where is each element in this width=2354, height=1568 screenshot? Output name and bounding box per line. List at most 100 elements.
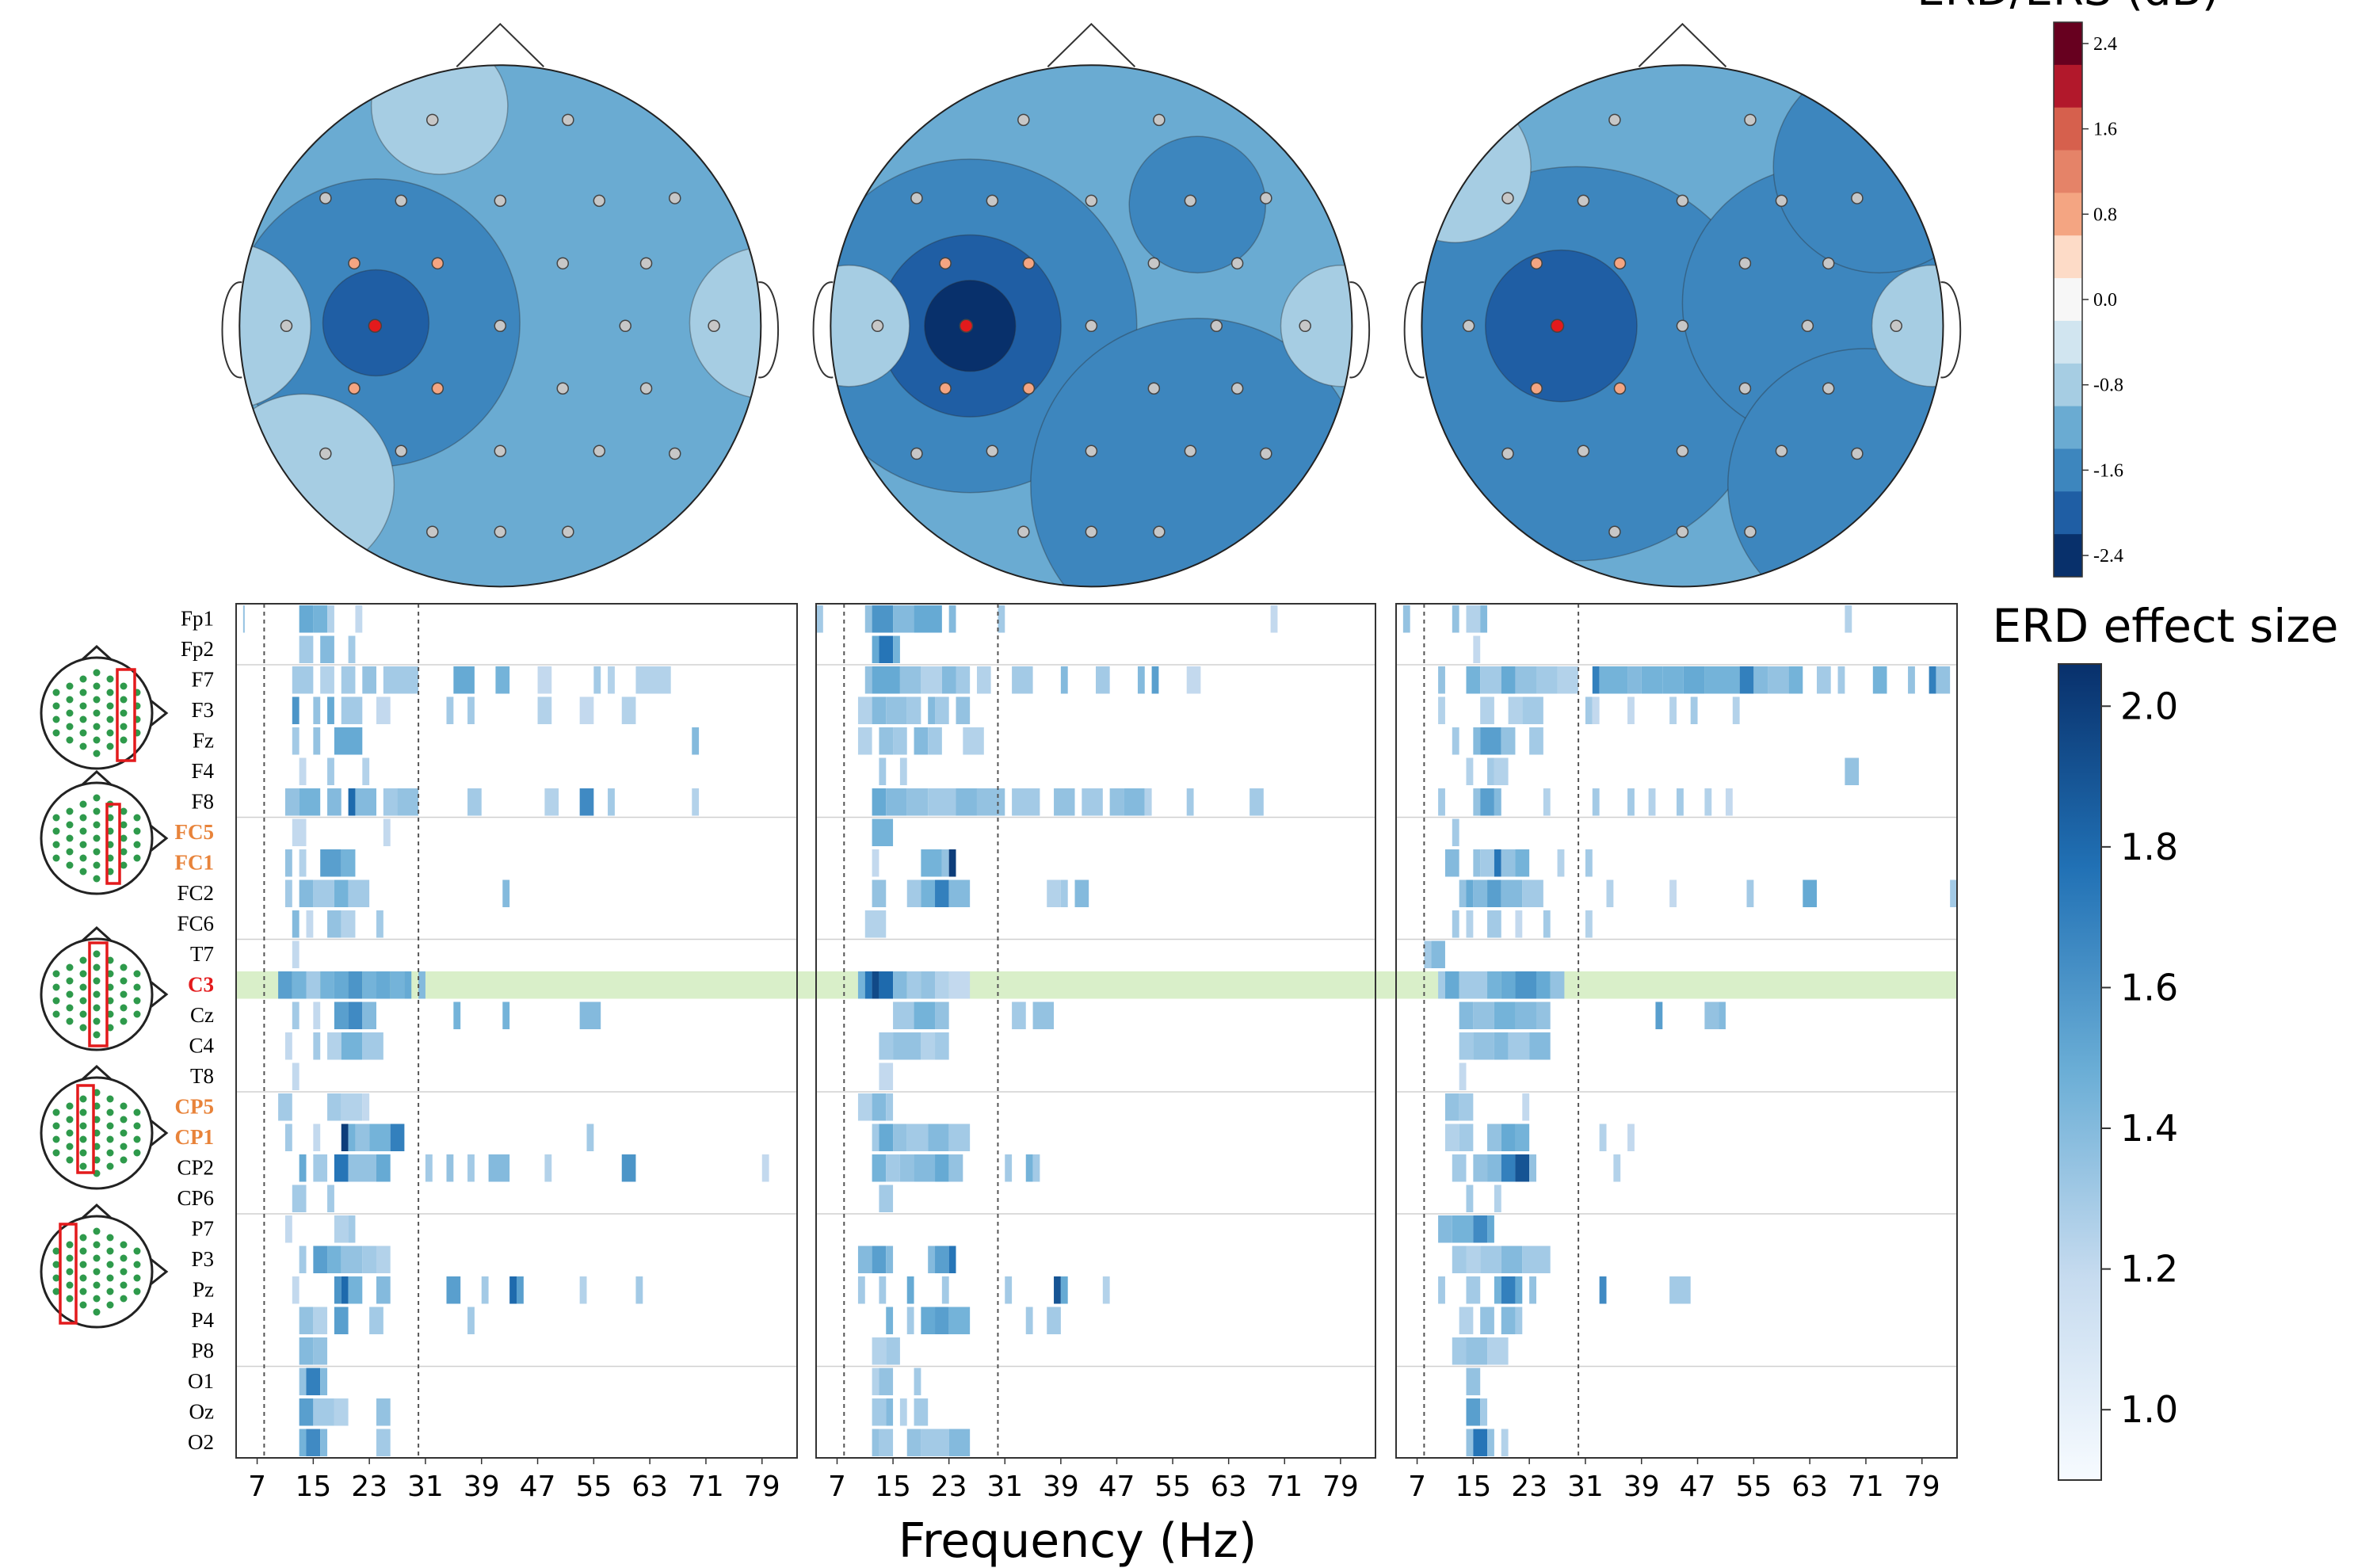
heat-cell <box>1124 788 1145 816</box>
electrode <box>562 113 574 127</box>
heat-cell <box>1473 1001 1494 1029</box>
heatmap-panel-3: 7 15 23 31 39 47 55 63 71 79 <box>1395 603 1958 1503</box>
heat-cell <box>334 1276 341 1304</box>
heat-cell <box>327 696 334 724</box>
heat-cell <box>1817 666 1831 694</box>
montage-electrode <box>120 1156 128 1164</box>
x-tick-label: 7 <box>828 1471 846 1503</box>
heat-cell <box>635 666 671 694</box>
colorbar-tick-label: 2.4 <box>2093 34 2117 55</box>
heat-cell <box>284 788 299 816</box>
montage-selection-box <box>105 803 121 885</box>
heat-cell <box>899 1154 914 1182</box>
heat-cell <box>579 788 594 816</box>
contour-region <box>239 242 311 410</box>
heat-cell <box>906 971 921 999</box>
electrode <box>431 257 444 270</box>
heat-cell <box>334 727 363 755</box>
electrode <box>1822 257 1835 270</box>
heat-cell <box>872 1154 887 1182</box>
heat-cell <box>1487 757 1494 785</box>
heat-cell <box>292 818 307 846</box>
heat-cell <box>879 635 894 663</box>
heat-cell <box>935 1307 949 1334</box>
heat-cell <box>893 1032 921 1060</box>
electrode <box>910 447 923 460</box>
heat-cell <box>1082 788 1103 816</box>
heat-cell <box>1585 849 1593 877</box>
heat-cell <box>921 1429 949 1456</box>
x-tick-label: 39 <box>1043 1471 1079 1503</box>
heat-cell <box>1803 879 1817 907</box>
montage-electrode <box>93 963 101 971</box>
heat-cell <box>1515 1276 1523 1304</box>
heat-cell <box>1494 1276 1501 1304</box>
heat-cell <box>1047 879 1061 907</box>
heat-cell <box>1494 1001 1516 1029</box>
heat-cell <box>292 727 299 755</box>
effect-size-tick-label: 2.0 <box>2120 685 2178 727</box>
montage-electrode <box>52 1261 60 1269</box>
montage-electrode <box>66 723 74 731</box>
heat-cell <box>1487 879 1501 907</box>
heat-cell <box>921 849 942 877</box>
erd-effect-size-colorbar-title: ERD effect size <box>1993 599 2339 653</box>
heat-cell <box>327 1032 341 1060</box>
heat-cell <box>425 1154 433 1182</box>
heat-cell <box>1522 1246 1551 1273</box>
contour-region <box>1772 65 1944 274</box>
head-outline <box>830 64 1353 588</box>
heat-cell <box>879 727 894 755</box>
montage-electrode <box>79 1024 87 1032</box>
electrode <box>1017 525 1030 538</box>
colorbar-swatch <box>2054 193 2082 236</box>
colorbar-swatch <box>2054 22 2082 66</box>
heat-cell <box>1690 696 1698 724</box>
heat-cell <box>1501 727 1516 755</box>
heat-cell <box>362 1001 376 1029</box>
montage-electrode <box>66 736 74 744</box>
heat-cell <box>1494 757 1509 785</box>
heat-cell <box>1452 1154 1467 1182</box>
heat-cell <box>313 1124 321 1151</box>
montage-electrode <box>106 1261 114 1269</box>
heat-cell <box>1466 879 1474 907</box>
montage-electrode <box>79 1010 87 1018</box>
effect-size-gradient <box>2058 663 2102 1481</box>
electrode <box>1085 319 1098 333</box>
electrode <box>1822 382 1835 395</box>
montage-electrode <box>120 1004 128 1012</box>
heat-cell <box>864 666 872 694</box>
heat-cell <box>1487 1154 1501 1182</box>
heat-cell <box>872 788 887 816</box>
heat-cell <box>593 666 601 694</box>
electrode <box>425 525 439 538</box>
montage-electrode <box>106 1095 114 1103</box>
heat-cell <box>383 666 419 694</box>
montage-electrode <box>106 1274 114 1282</box>
heat-cell <box>376 910 383 938</box>
heat-cell <box>284 1124 292 1151</box>
heat-cell <box>1522 879 1543 907</box>
heat-cell <box>467 696 475 724</box>
heat-cell <box>1613 1154 1621 1182</box>
heat-cell <box>914 1154 936 1182</box>
x-tick-label: 31 <box>1567 1471 1604 1503</box>
electrode <box>1530 382 1543 395</box>
heat-cell <box>1536 971 1551 999</box>
heat-cell <box>872 1398 887 1426</box>
heat-cell <box>635 1276 643 1304</box>
heat-cell <box>1725 788 1733 816</box>
heat-cell <box>857 696 872 724</box>
heat-cell <box>1025 1307 1033 1334</box>
montage-electrode <box>93 1031 101 1039</box>
montage-selection-box <box>88 941 109 1047</box>
heat-cell <box>1515 1124 1530 1151</box>
heat-cell <box>383 788 398 816</box>
montage-electrode <box>133 854 141 862</box>
montage-electrode <box>66 990 74 998</box>
heat-cell <box>886 1154 900 1182</box>
x-tick-label: 47 <box>1099 1471 1135 1503</box>
montage-electrode <box>79 854 87 862</box>
heat-cell <box>320 971 334 999</box>
